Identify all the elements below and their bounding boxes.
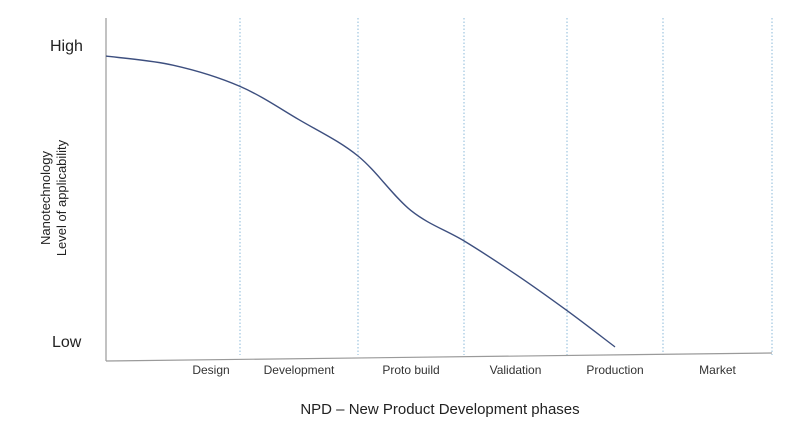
x-tick-label-validation: Validation bbox=[490, 363, 542, 377]
axes bbox=[105, 18, 773, 362]
x-tick-label-development: Development bbox=[264, 363, 335, 377]
y-axis-title-line1: Nanotechnology bbox=[38, 151, 53, 245]
x-category-labels: Design Development Proto build Validation Pr… bbox=[192, 363, 736, 377]
y-axis-title-line2: Level of applicability bbox=[54, 139, 69, 256]
x-tick-label-design: Design bbox=[192, 363, 229, 377]
x-tick-label-production: Production bbox=[586, 363, 643, 377]
x-tick-label-proto-build: Proto build bbox=[382, 363, 439, 377]
phase-dividers bbox=[239, 18, 773, 355]
x-tick-label-market: Market bbox=[699, 363, 736, 377]
x-axis-title: NPD – New Product Development phases bbox=[300, 401, 579, 418]
series-line-0 bbox=[105, 55, 616, 348]
y-tick-low: Low bbox=[52, 334, 82, 351]
series-group bbox=[105, 55, 616, 348]
y-tick-high: High bbox=[50, 38, 83, 55]
x-axis bbox=[105, 352, 773, 362]
